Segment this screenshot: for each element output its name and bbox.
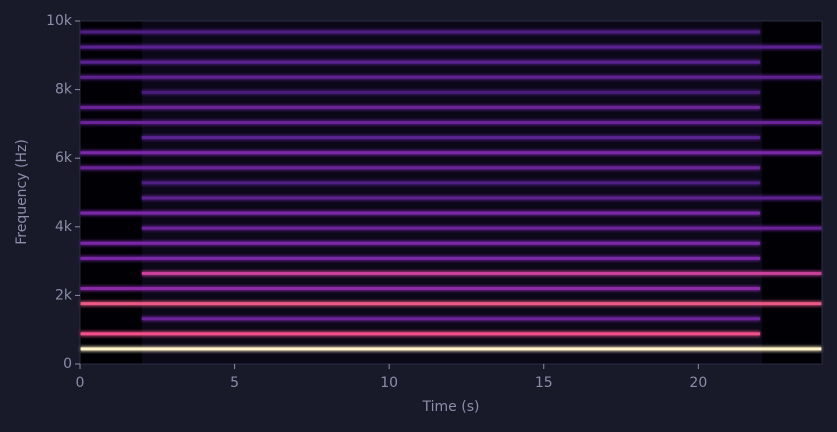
band xyxy=(80,45,822,49)
y-axis-label: Frequency (Hz) xyxy=(14,139,30,245)
band xyxy=(80,60,761,64)
band xyxy=(80,241,761,245)
band xyxy=(80,347,822,351)
x-tick-label: 15 xyxy=(535,375,553,391)
band xyxy=(141,271,823,275)
y-tick-label: 0 xyxy=(63,356,72,372)
band xyxy=(80,30,761,34)
band xyxy=(80,105,761,109)
band xyxy=(80,302,822,306)
band xyxy=(80,287,761,291)
band xyxy=(80,166,761,170)
band xyxy=(141,90,761,94)
x-axis-label: Time (s) xyxy=(422,399,480,415)
y-tick-label: 6k xyxy=(55,150,73,166)
band xyxy=(80,121,822,125)
band xyxy=(141,317,761,321)
y-tick-label: 4k xyxy=(55,219,73,235)
band xyxy=(80,211,761,215)
y-tick-label: 2k xyxy=(55,287,73,303)
x-tick-label: 0 xyxy=(76,375,85,391)
band xyxy=(141,136,761,140)
band xyxy=(80,75,822,79)
band xyxy=(141,181,761,185)
x-tick-label: 20 xyxy=(689,375,707,391)
band xyxy=(80,151,822,155)
y-tick-label: 8k xyxy=(55,82,73,98)
x-tick-label: 10 xyxy=(380,375,398,391)
plot-region xyxy=(142,21,762,364)
band xyxy=(141,226,823,230)
x-tick-label: 5 xyxy=(230,375,239,391)
band xyxy=(80,256,761,260)
plot-frame xyxy=(79,20,823,365)
band xyxy=(80,332,761,336)
y-tick-label: 10k xyxy=(46,13,73,29)
band xyxy=(141,196,823,200)
